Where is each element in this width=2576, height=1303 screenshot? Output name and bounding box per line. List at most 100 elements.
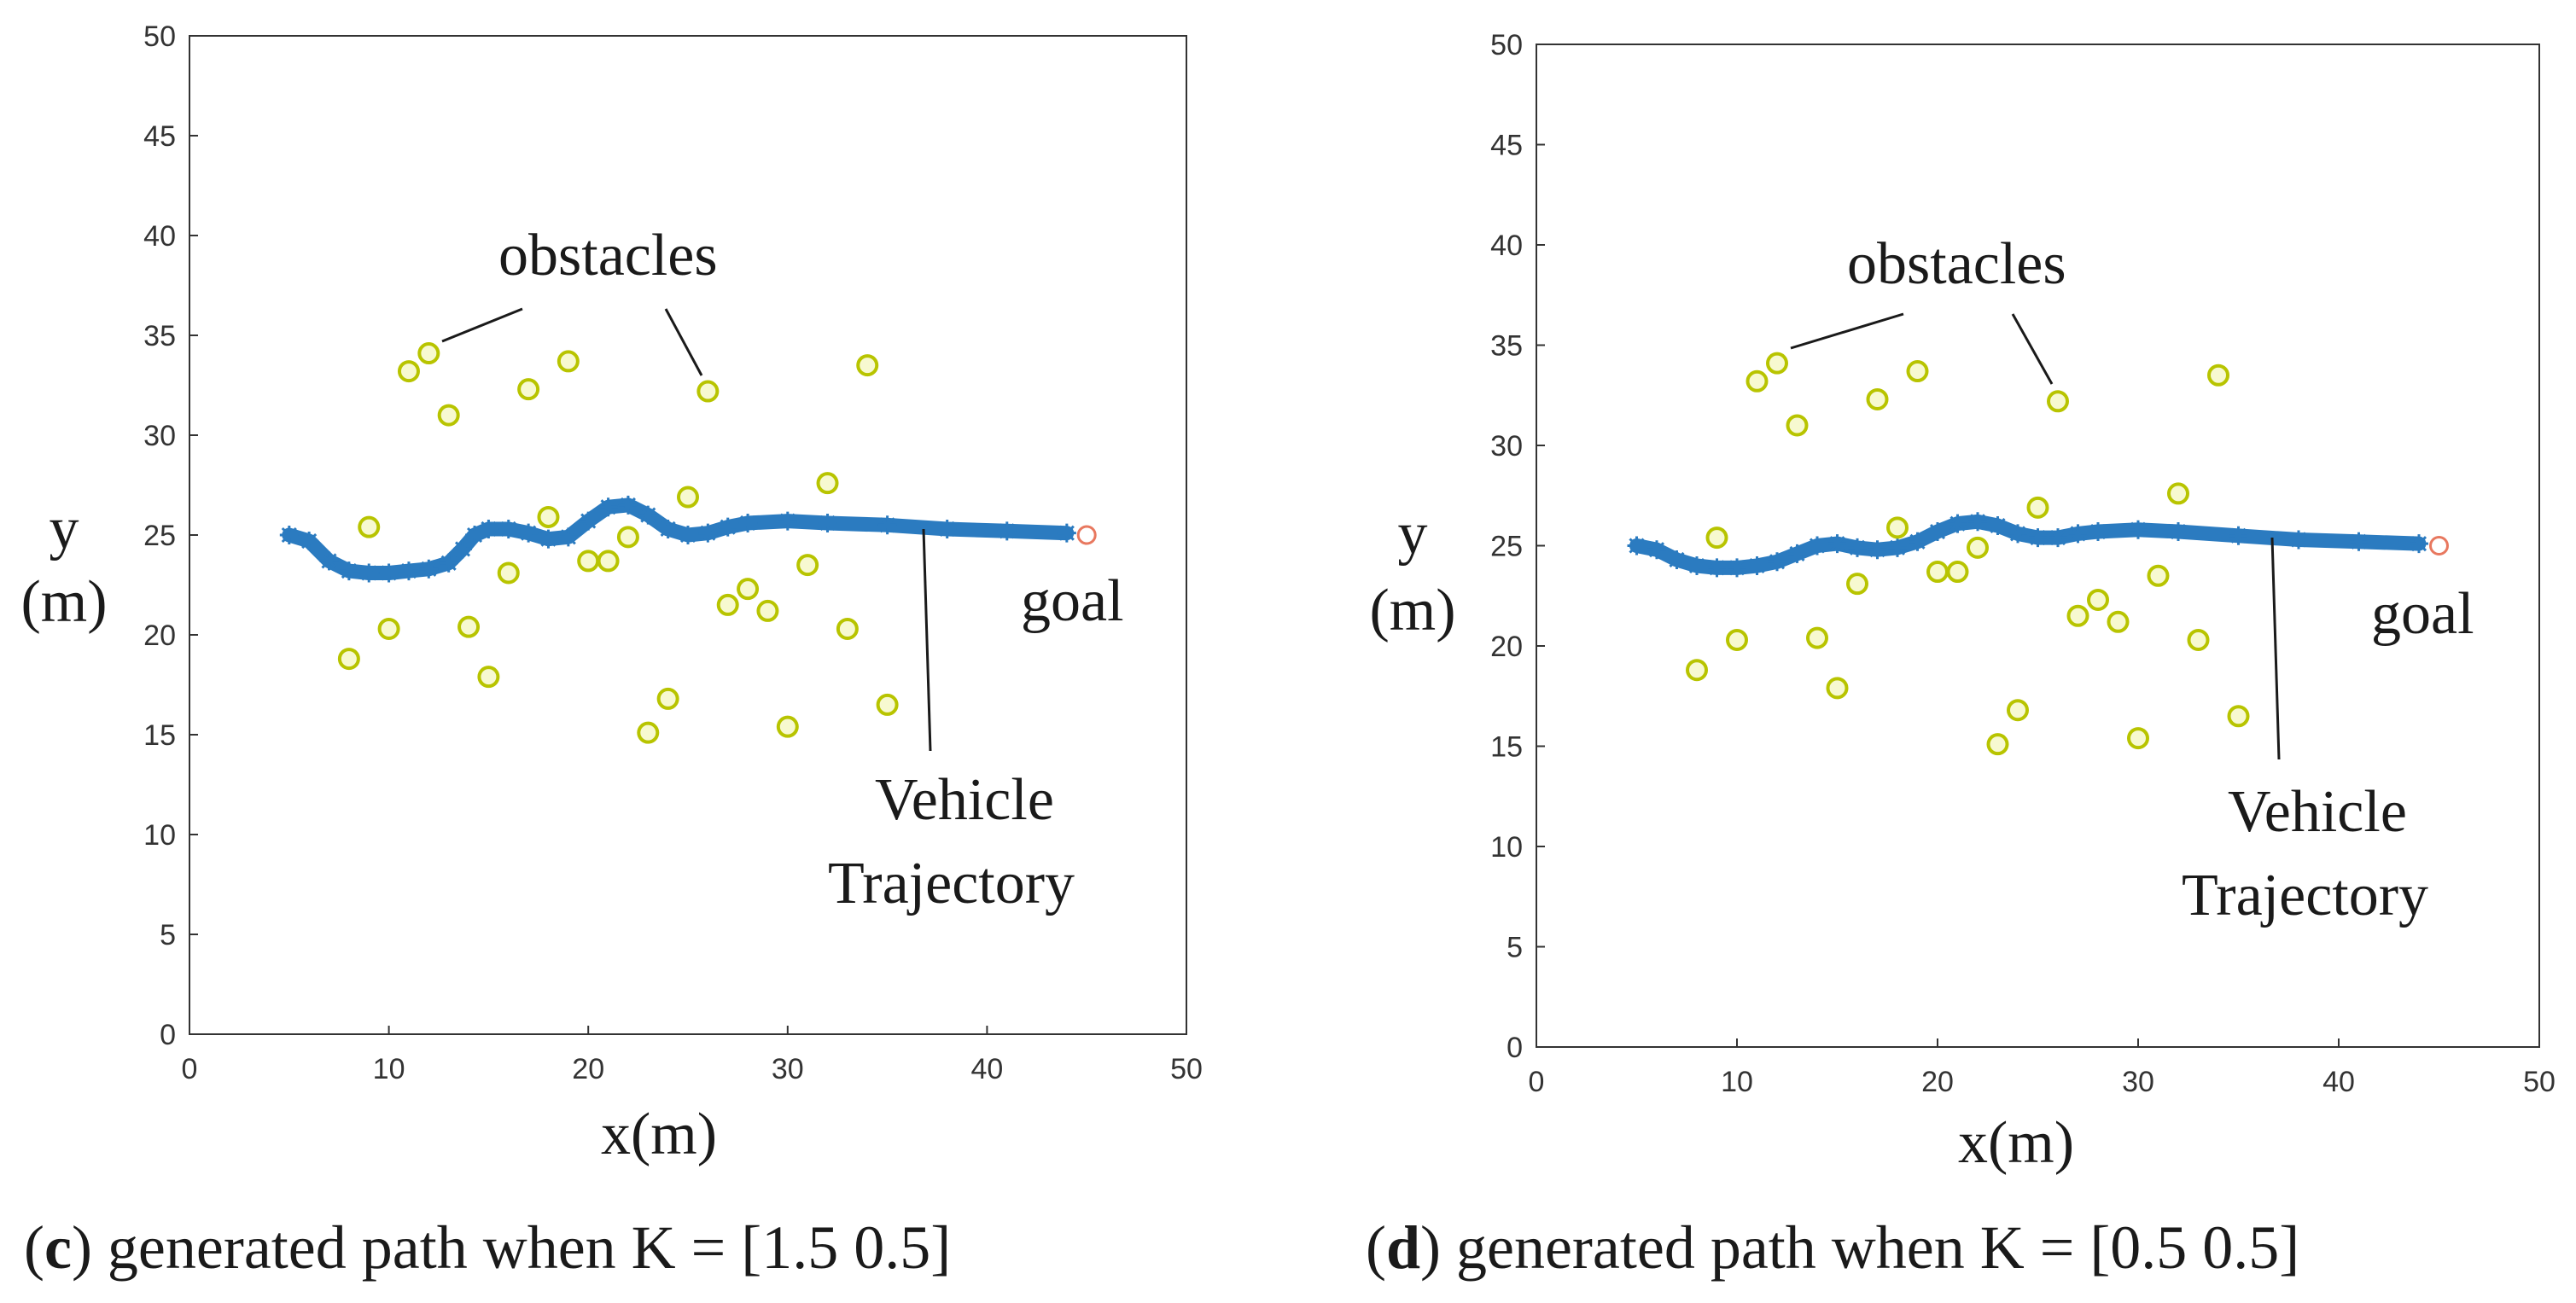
y-tick-label: 45: [143, 120, 176, 153]
trajectory-point: [558, 527, 578, 547]
obstacles-leader-left: [1790, 312, 1904, 350]
trajectory-point: [498, 519, 518, 538]
y-tick-label: 30: [1490, 430, 1523, 462]
trajectory-series: [279, 495, 1076, 583]
obstacle-point: [397, 360, 420, 383]
obstacle-series: [1686, 352, 2250, 756]
obstacle-point: [856, 354, 879, 377]
goal-series: [2429, 536, 2449, 556]
y-axis-label-line1: y: [1398, 501, 1428, 567]
trajectory-point: [1908, 532, 1927, 551]
obstacle-point: [1986, 733, 2009, 756]
y-axis-label-line2: (m): [20, 569, 107, 635]
obstacle-point: [377, 617, 400, 640]
trajectory-point: [1827, 534, 1847, 554]
trajectory-point: [479, 519, 498, 538]
goal-point: [1076, 525, 1097, 545]
obstacle-point: [2087, 588, 2109, 611]
trajectory-point: [1787, 544, 1807, 563]
y-tick-label: 25: [1490, 531, 1523, 563]
trajectory-point: [2410, 534, 2428, 554]
y-tick-label: 5: [1507, 932, 1523, 964]
x-tick-label: 0: [1529, 1066, 1545, 1098]
obstacle-point: [876, 693, 899, 716]
y-tick-labels: 0 5 10 15 20 25 30 35 40 45 50: [1490, 29, 1545, 1064]
trajectory-point: [1848, 538, 1867, 557]
obstacles-leader-right: [664, 308, 703, 376]
obstacle-point: [337, 648, 360, 671]
trajectory-point: [419, 559, 439, 579]
trajectory-point: [519, 523, 539, 543]
y-tick-label: 5: [160, 919, 176, 951]
obstacle-point: [2026, 496, 2049, 519]
obstacle-point: [358, 515, 381, 538]
trajectory-point: [1768, 552, 1786, 572]
panel-d: 0 10 20 30 40 50 0 5 10 15 20 25 30 35 40 45 50 obstacl…: [1366, 29, 2556, 1282]
trajectory-point: [658, 519, 678, 538]
obstacle-point: [477, 666, 500, 689]
x-tick-label: 10: [373, 1053, 405, 1085]
trajectory-point: [1647, 540, 1666, 560]
y-tick-label: 50: [143, 20, 176, 53]
obstacles-annotation: obstacles: [498, 223, 718, 288]
x-tick-label: 30: [772, 1053, 804, 1085]
y-tick-label: 35: [143, 320, 176, 352]
obstacle-point: [737, 578, 760, 601]
obstacle-point: [756, 599, 779, 622]
obstacle-point: [616, 526, 639, 549]
obstacle-point: [557, 350, 580, 373]
trajectory-point: [319, 551, 339, 571]
obstacle-point: [458, 615, 481, 638]
panel-c: 0 10 20 30 40 50 0 5 10 15 20 25 30 35 40 45 50 obstacl…: [20, 20, 1202, 1282]
obstacle-point: [2187, 628, 2210, 651]
trajectory-point: [339, 561, 358, 581]
y-tick-label: 40: [1490, 230, 1523, 262]
trajectory-point: [279, 526, 299, 544]
y-tick-label: 0: [160, 1019, 176, 1051]
x-tick-label: 20: [572, 1053, 604, 1085]
obstacle-point: [1786, 414, 1809, 437]
trajectory-point: [359, 563, 379, 583]
obstacle-point: [796, 554, 819, 577]
trajectory-point: [997, 521, 1017, 541]
y-tick-label: 35: [1490, 330, 1523, 363]
trajectory-point: [818, 513, 837, 532]
obstacle-point: [2047, 390, 2069, 413]
trajectory-point: [300, 532, 319, 551]
y-tick-label: 50: [1490, 29, 1523, 61]
obstacle-point: [2227, 705, 2250, 728]
trajectory-point: [399, 561, 418, 581]
x-tick-label: 50: [2523, 1066, 2556, 1098]
trajectory-point: [439, 553, 458, 573]
y-tick-label: 40: [143, 220, 176, 253]
trajectory-leader: [2270, 537, 2281, 760]
obstacle-point: [2167, 482, 2189, 505]
obstacle-point: [1967, 536, 1989, 559]
trajectory-point: [2068, 524, 2088, 544]
obstacle-point: [517, 378, 540, 401]
x-tick-label: 20: [1921, 1066, 1954, 1098]
y-tick-label: 30: [143, 420, 176, 452]
goal-point: [2429, 536, 2449, 556]
trajectory-point: [379, 563, 399, 583]
trajectory-point: [453, 539, 473, 559]
obstacle-point: [696, 380, 720, 403]
x-tick-label: 50: [1170, 1053, 1203, 1085]
obstacle-point: [1806, 626, 1828, 649]
trajectory-point: [579, 511, 598, 531]
obstacle-point: [1926, 561, 1949, 584]
trajectory-point: [2008, 524, 2027, 544]
x-tick-label: 0: [182, 1053, 198, 1085]
obstacle-point: [637, 721, 660, 744]
y-tick-label: 45: [1490, 130, 1523, 162]
obstacle-point: [2127, 727, 2149, 750]
trajectory-point: [2028, 528, 2048, 548]
trajectory-point: [465, 526, 485, 544]
obstacle-point: [437, 404, 460, 427]
trajectory-point: [1928, 522, 1947, 542]
obstacle-point: [2147, 564, 2170, 587]
trajectory-point: [1057, 523, 1076, 543]
trajectory-point: [1747, 556, 1767, 575]
trajectory-point: [2049, 528, 2067, 548]
trajectory-point: [1808, 536, 1827, 556]
